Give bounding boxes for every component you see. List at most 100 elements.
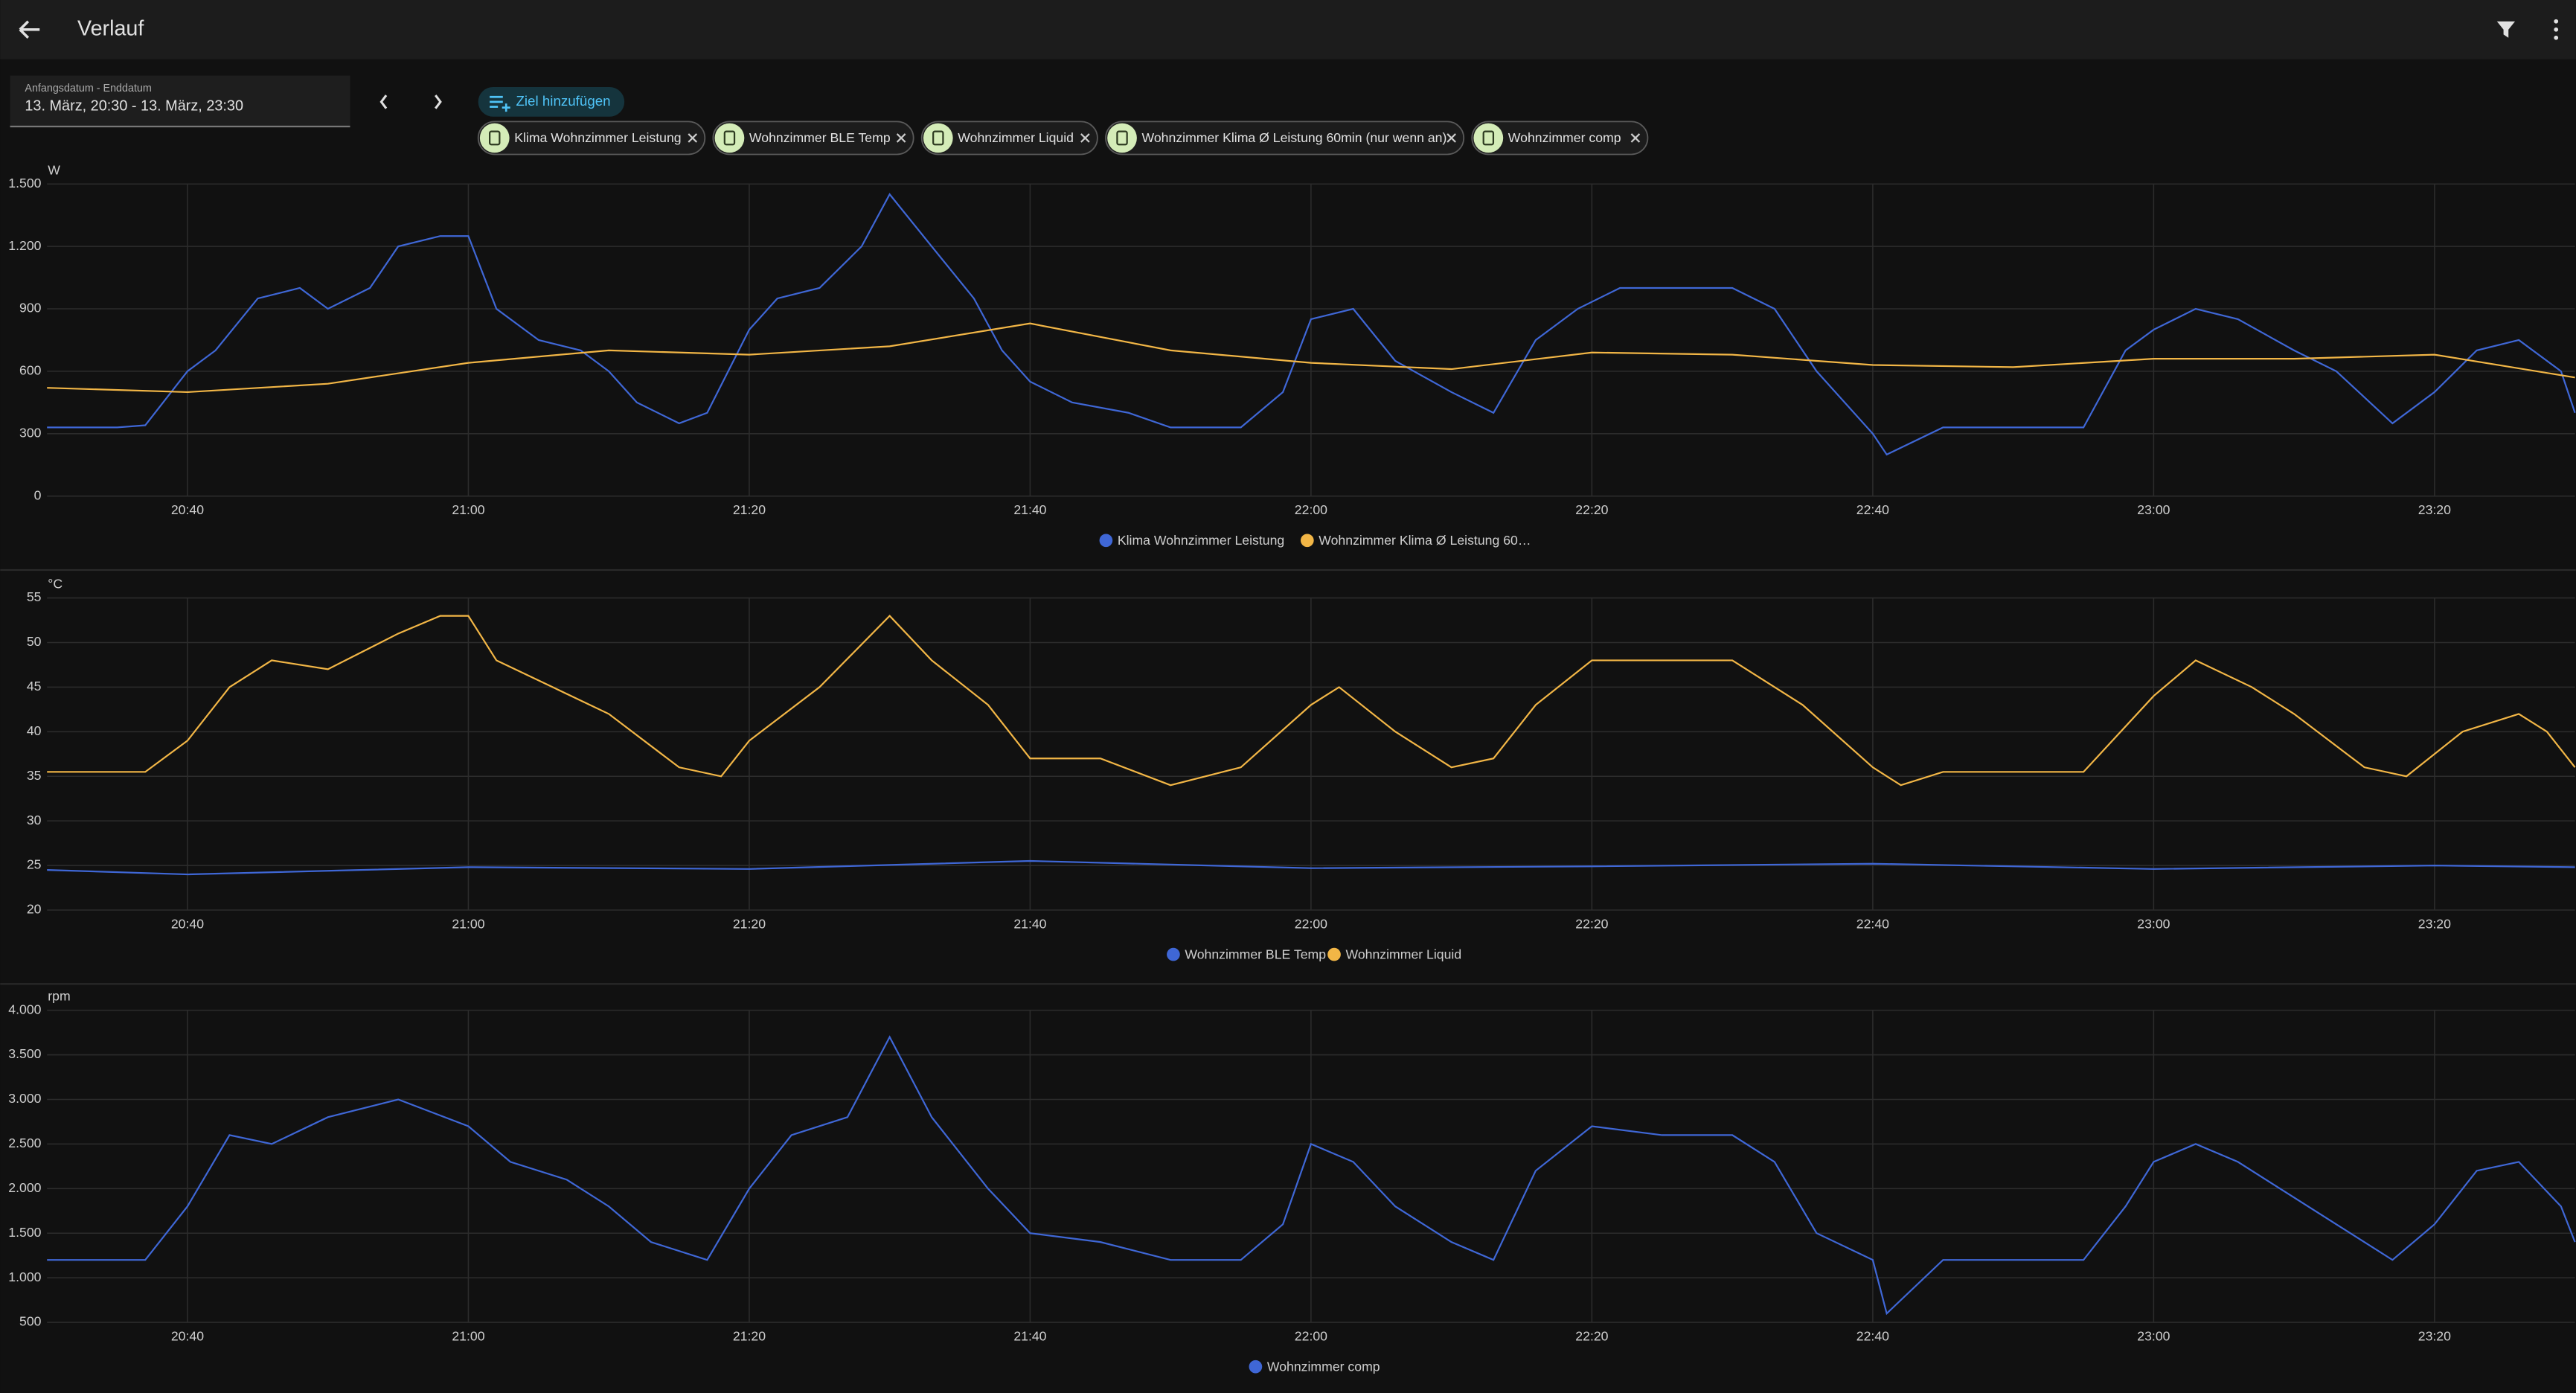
y-tick-label: 35: [27, 768, 42, 783]
chip-icon-glyph: [1482, 130, 1495, 146]
y-tick-label: 500: [19, 1314, 42, 1329]
x-tick-label: 21:40: [1013, 1329, 1046, 1344]
back-button[interactable]: [19, 20, 40, 39]
series-line: [47, 1035, 2576, 1316]
chip-bg: [712, 121, 914, 156]
series-line: [47, 193, 2576, 456]
filter-chip[interactable]: Wohnzimmer Klima Ø Leistung 60min (nur w…: [1105, 121, 1465, 156]
legend-label: Wohnzimmer comp: [1267, 1359, 1380, 1374]
x-tick-label: 23:20: [2418, 917, 2451, 932]
y-tick-label: 30: [27, 813, 42, 827]
y-unit: °C: [48, 577, 63, 592]
next-button[interactable]: [435, 95, 442, 109]
chip-icon-glyph: [489, 130, 501, 146]
x-tick-label: 20:40: [171, 1329, 204, 1344]
date-picker[interactable]: [10, 75, 350, 127]
x-tick-label: 23:20: [2418, 502, 2451, 517]
chip-bg: [1105, 121, 1465, 156]
date-label: Anfangsdatum - Enddatum: [25, 83, 151, 95]
chip-remove[interactable]: [688, 133, 698, 143]
chip-label: Wohnzimmer comp: [1508, 130, 1621, 145]
x-tick-label: 23:00: [2137, 502, 2170, 517]
page-title: Verlauf: [77, 16, 144, 40]
chip-icon: [479, 123, 510, 153]
add-target-button[interactable]: [478, 87, 625, 117]
series-line: [47, 859, 2575, 876]
menu-button[interactable]: [2554, 19, 2559, 40]
x-tick-label: 23:00: [2137, 1329, 2170, 1344]
y-unit: W: [48, 162, 60, 177]
y-tick-label: 900: [19, 301, 42, 316]
series-line: [47, 322, 2575, 394]
x-tick-label: 21:20: [733, 917, 766, 932]
chip-icon: [714, 123, 745, 153]
filter-chip[interactable]: Klima Wohnzimmer Leistung: [477, 121, 706, 156]
x-tick-label: 22:00: [1295, 917, 1327, 932]
x-tick-label: 23:00: [2137, 917, 2170, 932]
y-tick-label: 1.500: [8, 1225, 41, 1240]
clear-filter-button[interactable]: [2496, 21, 2516, 38]
chip-icon-glyph: [723, 130, 736, 146]
x-tick-label: 22:00: [1295, 1329, 1327, 1344]
x-tick-label: 21:20: [733, 502, 766, 517]
y-tick-label: 25: [27, 857, 42, 872]
chip-bg: [477, 121, 706, 156]
x-tick-label: 22:40: [1856, 1329, 1889, 1344]
x-tick-label: 20:40: [171, 917, 204, 932]
legend-swatch: [1167, 947, 1180, 961]
x-tick-label: 20:40: [171, 502, 204, 517]
y-tick-label: 1.500: [8, 176, 41, 190]
y-tick-label: 20: [27, 902, 42, 917]
x-tick-label: 22:20: [1575, 502, 1608, 517]
legend-label: Wohnzimmer Klima Ø Leistung 60…: [1319, 533, 1531, 548]
y-tick-label: 300: [19, 425, 42, 440]
y-tick-label: 4.000: [8, 1002, 41, 1016]
chip-icon-glyph: [1116, 130, 1128, 146]
legend-label: Klima Wohnzimmer Leistung: [1118, 533, 1284, 548]
legend-swatch: [1249, 1360, 1263, 1374]
x-tick-label: 22:20: [1575, 917, 1608, 932]
chip-label: Wohnzimmer Liquid: [958, 130, 1074, 145]
filter-chip[interactable]: Wohnzimmer comp: [1471, 121, 1649, 156]
chip-remove[interactable]: [1446, 133, 1456, 143]
chip-remove[interactable]: [1080, 133, 1090, 143]
y-unit: rpm: [48, 989, 70, 1004]
x-tick-label: 22:20: [1575, 1329, 1608, 1344]
y-tick-label: 40: [27, 723, 42, 738]
chip-icon: [923, 123, 953, 153]
filter-chip[interactable]: Wohnzimmer BLE Temp: [712, 121, 914, 156]
chip-label: Wohnzimmer Klima Ø Leistung 60min (nur w…: [1142, 130, 1447, 145]
add-target-icon: [490, 95, 510, 112]
chip-remove[interactable]: [1630, 133, 1641, 143]
x-tick-label: 21:00: [452, 1329, 484, 1344]
y-tick-label: 600: [19, 363, 42, 378]
legend-label: Wohnzimmer BLE Temp: [1185, 947, 1326, 961]
x-tick-label: 22:40: [1856, 917, 1889, 932]
series-line: [47, 615, 2576, 787]
prev-button[interactable]: [379, 95, 388, 109]
chip-bg: [1471, 121, 1649, 156]
legend-swatch: [1099, 534, 1113, 548]
chip-icon: [1107, 123, 1137, 153]
y-tick-label: 1.000: [8, 1269, 41, 1284]
x-tick-label: 21:20: [733, 1329, 766, 1344]
x-tick-label: 23:20: [2418, 1329, 2451, 1344]
top-bar: [0, 0, 2576, 60]
y-tick-label: 55: [27, 589, 42, 604]
date-value: 13. März, 20:30 - 13. März, 23:30: [25, 98, 243, 115]
x-tick-label: 21:00: [452, 917, 484, 932]
x-tick-label: 21:40: [1013, 502, 1046, 517]
y-tick-label: 1.200: [8, 238, 41, 253]
chip-label: Wohnzimmer BLE Temp: [749, 130, 891, 145]
y-tick-label: 2.500: [8, 1136, 41, 1150]
chip-remove[interactable]: [896, 133, 906, 143]
y-tick-label: 2.000: [8, 1180, 41, 1195]
filter-chip[interactable]: Wohnzimmer Liquid: [920, 121, 1098, 156]
add-target-label: Ziel hinzufügen: [516, 93, 610, 109]
y-tick-label: 50: [27, 634, 42, 649]
y-tick-label: 3.000: [8, 1091, 41, 1106]
y-tick-label: 0: [34, 487, 42, 502]
